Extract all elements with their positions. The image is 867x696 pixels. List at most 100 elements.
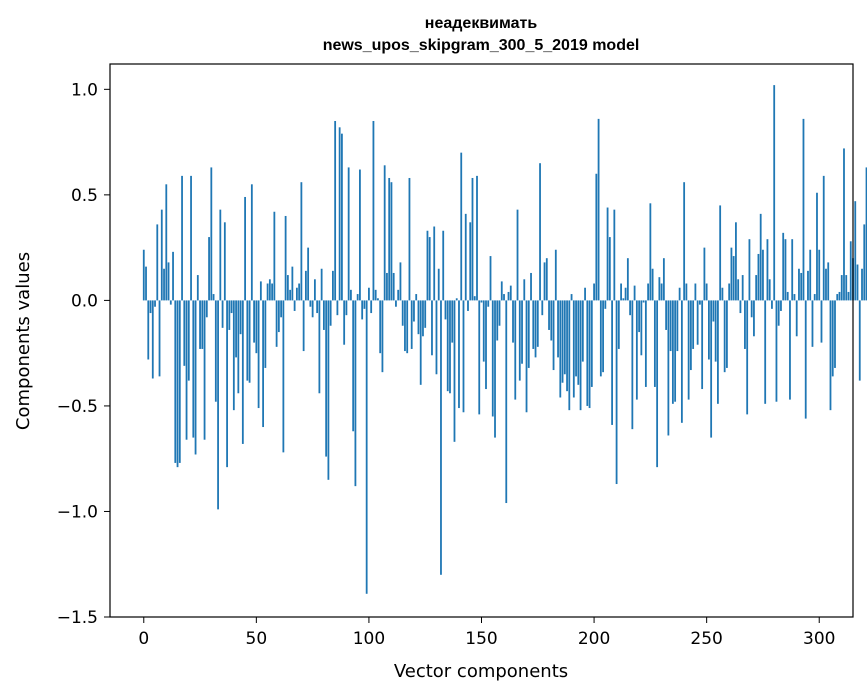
x-tick-label: 100 <box>353 629 385 649</box>
bar-91 <box>347 167 350 301</box>
bar-165 <box>514 300 517 400</box>
bar-287 <box>789 300 791 400</box>
bar-152 <box>485 300 487 390</box>
bar-181 <box>550 300 553 341</box>
bar-168 <box>521 300 523 364</box>
bar-41 <box>235 300 237 358</box>
bar-207 <box>608 237 611 301</box>
bar-15 <box>176 300 179 468</box>
bar-99 <box>365 300 368 594</box>
x-tick-label: 200 <box>578 629 610 649</box>
bar-49 <box>253 300 255 343</box>
bar-68 <box>295 287 298 301</box>
bar-2 <box>147 300 150 360</box>
bar-200 <box>593 283 595 301</box>
bar-279 <box>771 300 773 309</box>
bar-series <box>142 85 867 594</box>
bar-228 <box>656 300 659 468</box>
y-tick-label: 0.0 <box>71 291 98 311</box>
bar-298 <box>813 294 816 301</box>
bar-302 <box>822 175 825 301</box>
bar-183 <box>554 249 557 301</box>
bar-221 <box>640 300 643 356</box>
bar-297 <box>811 300 814 347</box>
bar-249 <box>703 247 706 301</box>
bar-114 <box>399 262 402 301</box>
bar-24 <box>196 275 199 301</box>
bar-73 <box>307 247 310 301</box>
bar-28 <box>205 300 208 318</box>
bar-153 <box>487 300 490 307</box>
bar-272 <box>755 275 758 301</box>
bar-251 <box>708 300 710 360</box>
bar-14 <box>174 300 177 463</box>
bar-201 <box>595 173 598 301</box>
bar-316 <box>854 201 857 301</box>
bar-273 <box>757 253 760 301</box>
bar-282 <box>777 300 780 326</box>
bar-242 <box>687 300 690 400</box>
chart-title-line1: неадеквимать <box>425 15 538 32</box>
bar-105 <box>379 300 382 354</box>
bar-308 <box>836 294 839 301</box>
bar-111 <box>392 272 395 301</box>
bar-211 <box>617 300 620 349</box>
bar-166 <box>516 209 519 301</box>
bar-290 <box>795 300 798 337</box>
bar-154 <box>489 256 492 301</box>
bar-16 <box>178 300 181 463</box>
bar-133 <box>442 230 445 301</box>
bar-231 <box>662 258 665 301</box>
bar-19 <box>185 300 188 440</box>
bar-58 <box>273 211 276 301</box>
bar-235 <box>671 300 674 404</box>
bar-121 <box>415 294 418 301</box>
bar-0 <box>142 249 145 301</box>
bar-233 <box>667 300 670 436</box>
bar-236 <box>674 300 677 402</box>
bar-48 <box>250 184 253 301</box>
bar-52 <box>259 281 262 301</box>
bar-312 <box>845 275 848 301</box>
y-tick-label: 0.5 <box>71 186 98 206</box>
bar-277 <box>766 239 769 301</box>
bar-139 <box>455 298 458 301</box>
bar-130 <box>435 300 438 375</box>
bar-140 <box>458 300 460 409</box>
bar-53 <box>262 300 264 428</box>
bar-222 <box>642 300 645 303</box>
bar-94 <box>354 300 357 487</box>
bar-129 <box>433 226 436 301</box>
bar-174 <box>534 300 537 358</box>
bar-128 <box>431 300 433 356</box>
bar-198 <box>588 300 591 409</box>
bar-286 <box>786 291 789 301</box>
bar-214 <box>624 287 627 301</box>
y-tick-label: −1.5 <box>57 608 98 628</box>
bar-120 <box>413 300 415 322</box>
x-tick-label: 50 <box>246 629 268 649</box>
bar-189 <box>568 300 571 411</box>
bar-64 <box>286 275 289 301</box>
bar-301 <box>820 300 823 343</box>
bar-293 <box>802 118 805 301</box>
bar-148 <box>476 175 478 301</box>
bar-300 <box>818 249 821 301</box>
bar-216 <box>629 300 631 316</box>
bar-90 <box>345 300 348 316</box>
bar-23 <box>194 300 197 455</box>
bar-46 <box>246 300 249 381</box>
bar-97 <box>361 300 364 320</box>
bar-162 <box>507 291 510 301</box>
bar-220 <box>638 300 641 333</box>
bar-250 <box>705 283 708 301</box>
bar-13 <box>172 251 174 301</box>
bar-146 <box>471 177 474 301</box>
bar-285 <box>784 239 787 301</box>
bar-147 <box>473 296 476 301</box>
bar-18 <box>183 300 186 366</box>
bar-43 <box>239 300 242 335</box>
x-axis-label: Vector components <box>394 661 568 682</box>
bar-190 <box>570 294 573 301</box>
